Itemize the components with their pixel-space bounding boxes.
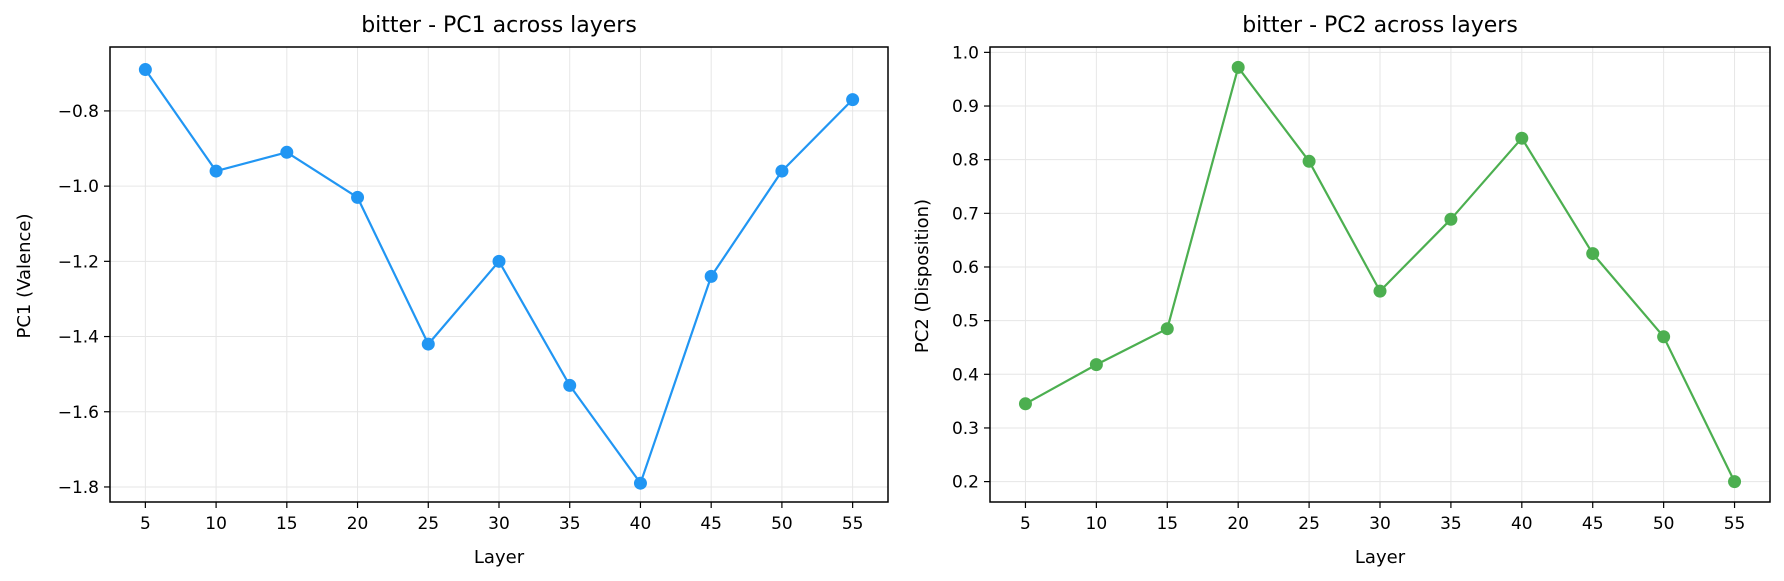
x-tick-label: 10 [1086, 514, 1108, 534]
x-axis-label: Layer [474, 547, 525, 568]
x-tick-label: 30 [1369, 514, 1391, 534]
data-point [1089, 358, 1103, 372]
data-points [138, 63, 860, 490]
x-tick-label: 40 [630, 514, 652, 534]
data-point [280, 145, 294, 159]
y-tick-label: −1.4 [58, 328, 99, 348]
x-tick-label: 50 [771, 514, 793, 534]
chart-title: bitter - PC1 across layers [361, 13, 637, 38]
data-points [1018, 60, 1742, 489]
x-tick-label: 30 [488, 514, 510, 534]
x-tick-label: 5 [140, 514, 151, 534]
y-tick-label: 1.0 [952, 43, 979, 63]
data-point [421, 337, 435, 351]
axis-ticks: 5 10 15 20 25 30 35 40 45 50 55 −0.8 −1.0 −1.2 −1.4 −1.… [58, 102, 864, 534]
data-point [209, 164, 223, 178]
data-point [1728, 475, 1742, 489]
x-tick-label: 40 [1511, 514, 1533, 534]
x-tick-label: 25 [417, 514, 439, 534]
data-point [492, 254, 506, 268]
chart-panel-pc1: bitter - PC1 across layers Layer PC1 (Va… [14, 13, 889, 568]
data-point [1018, 397, 1032, 411]
y-axis-label: PC2 (Disposition) [912, 199, 933, 353]
data-point [1302, 154, 1316, 168]
y-tick-label: −1.2 [58, 252, 99, 272]
y-tick-label: 0.3 [952, 419, 979, 439]
x-tick-label: 55 [842, 514, 864, 534]
x-tick-label: 55 [1724, 514, 1746, 534]
data-point [633, 476, 647, 490]
x-tick-label: 15 [1156, 514, 1178, 534]
y-tick-label: −1.8 [58, 478, 99, 498]
x-axis-label: Layer [1355, 547, 1406, 568]
x-tick-label: 35 [559, 514, 581, 534]
x-tick-label: 5 [1020, 514, 1031, 534]
x-tick-label: 20 [1227, 514, 1249, 534]
plot-frame [109, 46, 889, 503]
data-point [1373, 284, 1387, 298]
plot-frame [989, 46, 1771, 503]
y-tick-label: 0.9 [952, 97, 979, 117]
data-point [846, 93, 860, 107]
x-tick-label: 35 [1440, 514, 1462, 534]
grid [110, 47, 888, 502]
y-tick-label: 0.6 [952, 258, 979, 278]
x-tick-label: 45 [700, 514, 722, 534]
y-tick-label: 0.2 [952, 473, 979, 493]
chart-title: bitter - PC2 across layers [1242, 13, 1518, 38]
y-tick-label: 0.5 [952, 312, 979, 332]
x-tick-label: 50 [1653, 514, 1675, 534]
y-tick-label: −0.8 [58, 102, 99, 122]
y-tick-label: 0.7 [952, 204, 979, 224]
y-tick-label: −1.0 [58, 177, 99, 197]
data-point [138, 63, 152, 77]
chart-panel-pc2: bitter - PC2 across layers Layer PC2 (Di… [912, 13, 1771, 568]
axis-ticks: 5 10 15 20 25 30 35 40 45 50 55 0.2 0.3 0.4 0.5 0.6 0.7 0… [952, 43, 1745, 534]
data-point [1231, 60, 1245, 74]
data-point [1444, 212, 1458, 226]
y-axis-label: PC1 (Valence) [14, 213, 35, 338]
data-point [775, 164, 789, 178]
grid [990, 47, 1770, 502]
x-tick-label: 20 [347, 514, 369, 534]
y-tick-label: 0.8 [952, 151, 979, 171]
data-point [704, 269, 718, 283]
y-tick-label: 0.4 [952, 365, 979, 385]
x-tick-label: 45 [1582, 514, 1604, 534]
y-tick-label: −1.6 [58, 403, 99, 423]
x-tick-label: 15 [276, 514, 298, 534]
x-tick-label: 25 [1298, 514, 1320, 534]
data-point [1515, 131, 1529, 145]
data-point [1586, 247, 1600, 261]
data-point [1657, 330, 1671, 344]
data-point [1160, 322, 1174, 336]
data-point [351, 190, 365, 204]
x-tick-label: 10 [205, 514, 227, 534]
data-point [563, 378, 577, 392]
